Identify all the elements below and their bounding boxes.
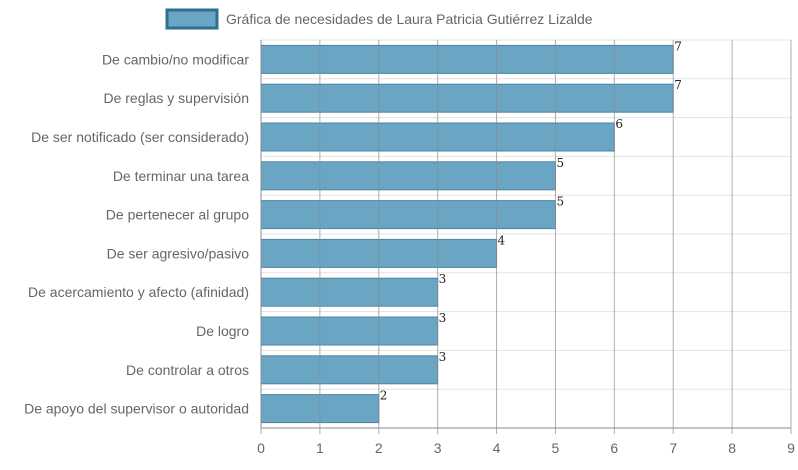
x-tick-label: 0 <box>257 440 265 456</box>
category-label: De reglas y supervisión <box>103 90 249 106</box>
x-tick-label: 3 <box>434 440 442 456</box>
axes <box>260 40 792 434</box>
category-label: De apoyo del supervisor o autoridad <box>24 401 249 417</box>
x-tick-label: 9 <box>787 440 795 456</box>
x-tick-label: 8 <box>728 440 736 456</box>
bar[interactable] <box>260 161 556 191</box>
legend[interactable]: Gráfica de necesidades de Laura Patricia… <box>165 8 593 30</box>
category-label: De ser notificado (ser considerado) <box>31 129 249 145</box>
category-label: De cambio/no modificar <box>102 51 249 67</box>
category-label: De terminar una tarea <box>113 168 249 184</box>
value-label: 3 <box>439 350 447 364</box>
value-label: 3 <box>439 311 447 325</box>
labels: 0 1 2 3 4 5 6 7 8 9 De cambio/no modificar 7 De regl… <box>24 39 795 456</box>
category-label: De pertenecer al grupo <box>106 207 249 223</box>
bar[interactable] <box>260 200 556 230</box>
x-tick-label: 4 <box>493 440 501 456</box>
bar[interactable] <box>260 277 439 307</box>
value-label: 3 <box>439 272 447 286</box>
category-label: De logro <box>196 323 249 339</box>
value-label: 2 <box>380 389 388 403</box>
category-label: De ser agresivo/pasivo <box>107 245 250 261</box>
value-label: 6 <box>615 117 623 131</box>
x-tick-label: 6 <box>610 440 618 456</box>
x-tick-label: 1 <box>316 440 324 456</box>
legend-swatch <box>165 8 219 30</box>
legend-label: Gráfica de necesidades de Laura Patricia… <box>226 11 593 27</box>
category-label: De controlar a otros <box>126 362 249 378</box>
bar[interactable] <box>260 316 439 346</box>
value-label: 5 <box>556 195 564 209</box>
x-tick-label: 2 <box>375 440 383 456</box>
value-label: 7 <box>674 78 682 92</box>
category-label: De acercamiento y afecto (afinidad) <box>28 284 249 300</box>
bar[interactable] <box>260 44 674 74</box>
x-tick-label: 5 <box>552 440 560 456</box>
x-tick-label: 7 <box>669 440 677 456</box>
bar[interactable] <box>260 83 674 113</box>
value-label: 7 <box>674 39 682 53</box>
bar[interactable] <box>260 355 439 385</box>
value-label: 5 <box>556 156 564 170</box>
value-label: 4 <box>498 233 506 247</box>
